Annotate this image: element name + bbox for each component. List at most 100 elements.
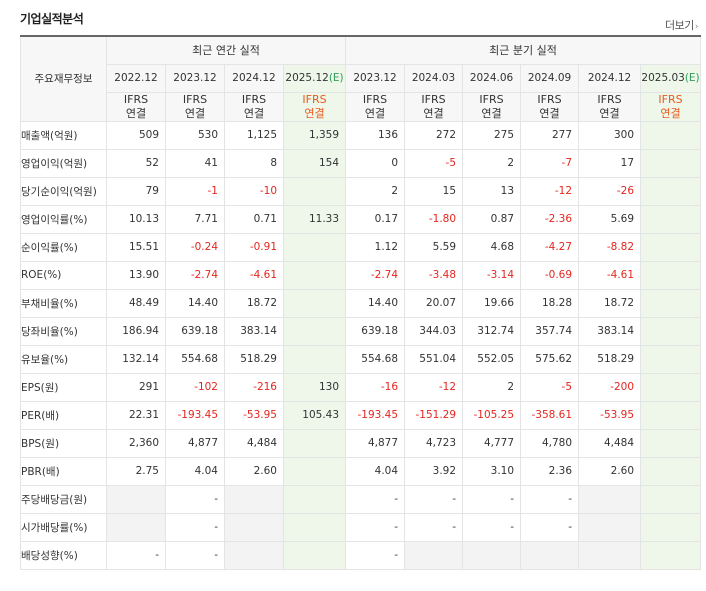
table-cell: [462, 540, 522, 570]
table-cell: 554.68: [165, 344, 225, 374]
row-label: 시가배당률(%): [20, 512, 107, 542]
table-cell: [224, 512, 284, 542]
ifrs-header: IFRS 연결: [462, 91, 522, 122]
period-header: 2024.09: [520, 63, 580, 93]
table-cell: [640, 288, 702, 318]
row-label: 순이익률(%): [20, 232, 107, 262]
more-link-label: 더보기: [665, 19, 694, 32]
table-row: 주당배당금(원) - - - - -: [20, 484, 702, 514]
table-cell: -4.61: [224, 260, 284, 290]
period-header: 2024.03: [404, 63, 464, 93]
table-cell: -16: [345, 372, 406, 402]
row-label: 당좌비율(%): [20, 316, 107, 346]
table-cell: -7: [520, 148, 580, 178]
table-cell: 4,780: [520, 428, 580, 458]
table-cell: -: [404, 512, 464, 542]
table-row: 순이익률(%) 15.51 -0.24 -0.91 1.12 5.59 4.68 -4.27-…: [20, 232, 702, 262]
chevron-right-icon: ›: [694, 22, 699, 32]
table-cell: 357.74: [520, 316, 580, 346]
quarterly-group-header: 최근 분기 실적: [345, 35, 702, 65]
table-cell: [282, 232, 347, 262]
table-cell: -: [345, 512, 406, 542]
table-cell: 7.71: [165, 204, 225, 234]
table-cell: -: [520, 512, 580, 542]
table-cell: [282, 428, 347, 458]
table-cell: [282, 344, 347, 374]
table-cell: -102: [165, 372, 225, 402]
table-cell: 3.10: [462, 456, 522, 486]
table-cell: 14.40: [165, 288, 225, 318]
period-label: 2023.12: [173, 72, 217, 84]
table-cell: -151.29: [404, 400, 464, 430]
period-header: 2025.03(E): [640, 63, 702, 93]
table-cell: 11.33: [282, 204, 347, 234]
table-cell: -10: [224, 176, 284, 206]
period-header: 2024.12: [578, 63, 642, 93]
financial-table: 주요재무정보 최근 연간 실적 최근 분기 실적 2022.12 2023.12 2…: [20, 35, 702, 570]
table-cell: [224, 484, 284, 514]
table-cell: 20.07: [404, 288, 464, 318]
table-cell: [404, 540, 464, 570]
period-header: 2025.12(E): [282, 63, 347, 93]
period-label: 2025.12: [285, 72, 329, 84]
table-cell: -: [165, 512, 225, 542]
row-label: EPS(원): [20, 372, 107, 402]
table-cell: 275: [462, 120, 522, 150]
table-cell: 639.18: [165, 316, 225, 346]
ifrs-label: IFRS: [123, 92, 149, 106]
table-cell: [282, 176, 347, 206]
ifrs-header: IFRS 연결: [578, 91, 642, 122]
table-cell: -0.24: [165, 232, 225, 262]
table-cell: [224, 540, 284, 570]
table-cell: 1,359: [282, 120, 347, 150]
table-cell: 15: [404, 176, 464, 206]
table-cell: -2.74: [165, 260, 225, 290]
table-cell: 13.90: [106, 260, 166, 290]
table-cell: 3.92: [404, 456, 464, 486]
row-label: ROE(%): [20, 260, 107, 290]
table-cell: 383.14: [578, 316, 642, 346]
ifrs-label: IFRS: [362, 92, 388, 106]
more-link[interactable]: 더보기›: [665, 17, 699, 33]
table-cell: -: [165, 484, 225, 514]
table-cell: 552.05: [462, 344, 522, 374]
table-cell: [578, 484, 642, 514]
table-cell: -53.95: [578, 400, 642, 430]
table-cell: 1.12: [345, 232, 406, 262]
ifrs-label: IFRS: [182, 92, 208, 106]
row-label: 매출액(억원): [20, 120, 107, 150]
period-label: 2024.06: [469, 72, 514, 84]
consolidated-label: 연결: [364, 106, 386, 120]
table-cell: 4.68: [462, 232, 522, 262]
table-cell: 48.49: [106, 288, 166, 318]
table-cell: -2.74: [345, 260, 406, 290]
table-cell: [640, 120, 702, 150]
table-cell: 518.29: [578, 344, 642, 374]
table-cell: 551.04: [404, 344, 464, 374]
period-label: 2025.03: [641, 72, 685, 84]
table-cell: 554.68: [345, 344, 406, 374]
ifrs-header: IFRS 연결: [282, 91, 347, 122]
period-header: 2022.12: [106, 63, 166, 93]
table-cell: [640, 428, 702, 458]
ifrs-header: IFRS 연결: [106, 91, 166, 122]
table-row: 부채비율(%) 48.49 14.40 18.72 14.40 20.07 19.66 18.…: [20, 288, 702, 318]
estimate-marker: (E): [684, 72, 700, 84]
period-header: 2023.12: [165, 63, 225, 93]
table-cell: [578, 540, 642, 570]
table-cell: 277: [520, 120, 580, 150]
table-cell: 5.59: [404, 232, 464, 262]
row-label: PER(배): [20, 400, 107, 430]
ifrs-label: IFRS: [537, 92, 562, 106]
table-cell: 41: [165, 148, 225, 178]
period-label: 2024.09: [527, 72, 572, 84]
table-cell: -8.82: [578, 232, 642, 262]
table-cell: 19.66: [462, 288, 522, 318]
row-label: 유보율(%): [20, 344, 107, 374]
table-cell: [282, 288, 347, 318]
table-cell: -216: [224, 372, 284, 402]
ifrs-label: IFRS: [658, 92, 683, 106]
table-cell: 0: [345, 148, 406, 178]
ifrs-label: IFRS: [241, 92, 267, 106]
table-cell: 154: [282, 148, 347, 178]
